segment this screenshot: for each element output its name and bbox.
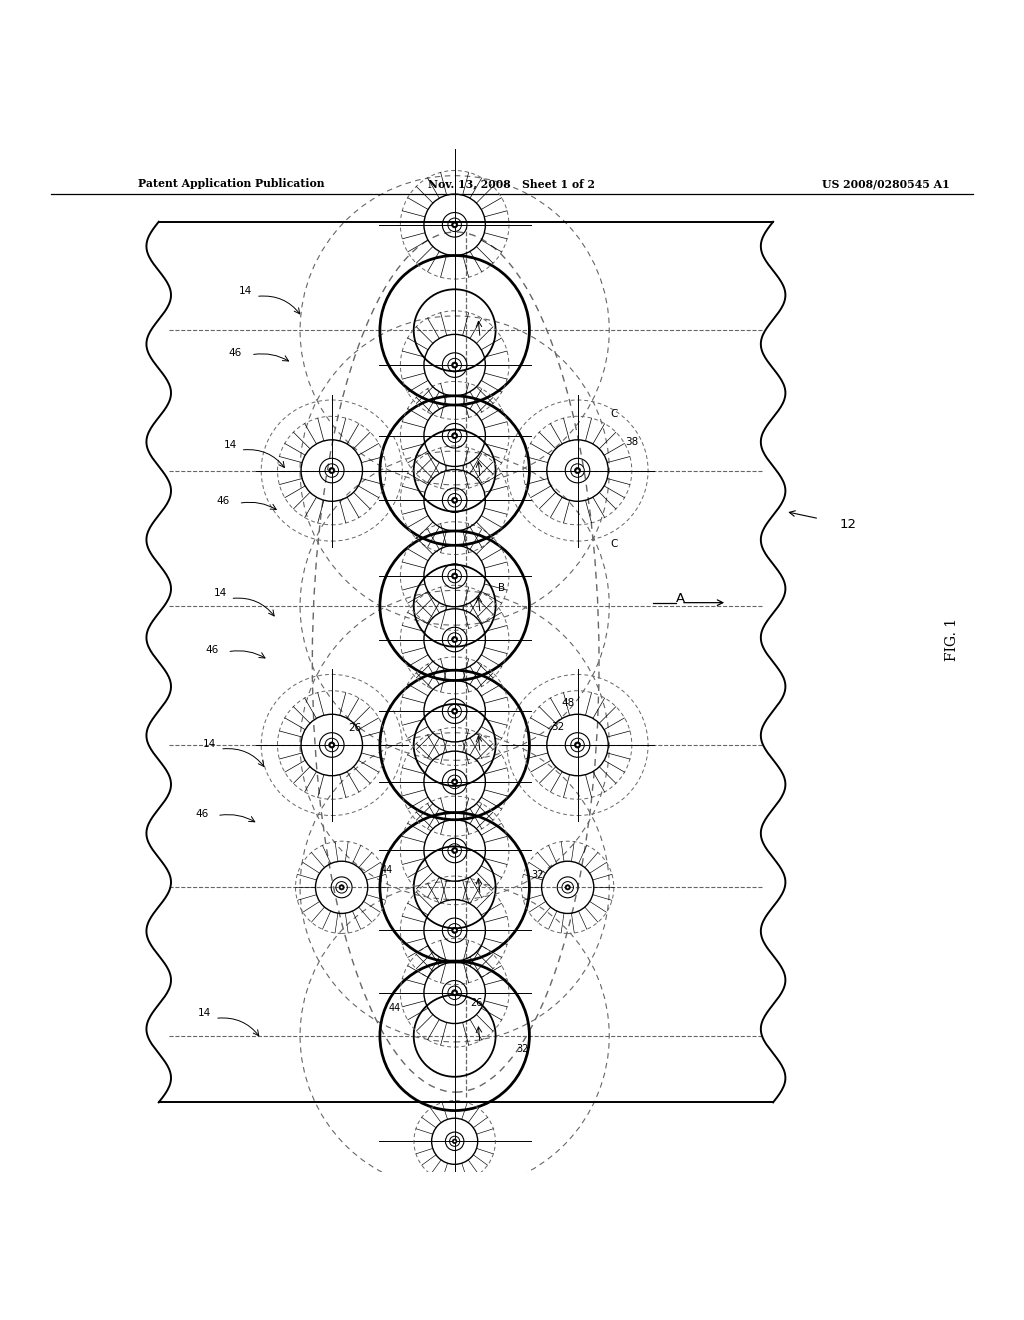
Text: 14: 14 [224, 440, 237, 450]
Circle shape [452, 708, 458, 714]
Text: 14: 14 [214, 589, 226, 598]
Text: 46: 46 [229, 347, 242, 358]
Circle shape [454, 574, 456, 577]
Circle shape [577, 470, 579, 471]
Circle shape [341, 886, 343, 888]
Circle shape [454, 929, 456, 932]
Circle shape [452, 847, 458, 854]
Circle shape [452, 779, 458, 785]
Circle shape [454, 499, 456, 502]
Text: 44: 44 [381, 865, 393, 875]
Circle shape [331, 470, 333, 471]
Circle shape [454, 1140, 456, 1142]
Text: 12: 12 [840, 519, 857, 532]
Circle shape [452, 927, 458, 933]
Text: 26: 26 [470, 998, 482, 1008]
Circle shape [454, 991, 456, 994]
Text: 32: 32 [516, 1044, 528, 1055]
Circle shape [339, 884, 344, 890]
Circle shape [574, 467, 581, 474]
Circle shape [454, 710, 456, 713]
Text: 46: 46 [206, 644, 218, 655]
Circle shape [452, 636, 458, 643]
Text: C: C [610, 540, 618, 549]
Text: 46: 46 [217, 496, 229, 507]
Text: FIG. 1: FIG. 1 [945, 618, 959, 661]
Circle shape [454, 639, 456, 640]
Circle shape [452, 498, 458, 503]
Text: 26: 26 [349, 722, 361, 733]
Circle shape [452, 573, 458, 579]
Text: 14: 14 [240, 286, 252, 297]
Circle shape [452, 222, 458, 228]
Circle shape [454, 223, 456, 226]
Text: Nov. 13, 2008   Sheet 1 of 2: Nov. 13, 2008 Sheet 1 of 2 [428, 178, 596, 189]
Circle shape [452, 990, 458, 995]
Circle shape [565, 884, 570, 890]
Text: 14: 14 [204, 739, 216, 748]
Circle shape [577, 743, 579, 746]
Text: C: C [610, 409, 618, 420]
Circle shape [454, 364, 456, 367]
Text: A: A [676, 593, 685, 605]
Text: US 2008/0280545 A1: US 2008/0280545 A1 [822, 178, 949, 189]
Circle shape [454, 780, 456, 783]
Text: 38: 38 [626, 437, 638, 447]
Text: B: B [499, 583, 505, 593]
Circle shape [454, 849, 456, 851]
Text: 14: 14 [199, 1008, 211, 1018]
Text: 32: 32 [531, 870, 544, 880]
Circle shape [453, 1139, 457, 1143]
Text: 32: 32 [552, 722, 564, 731]
Circle shape [452, 362, 458, 368]
Circle shape [452, 433, 458, 438]
Circle shape [329, 742, 335, 748]
Circle shape [566, 886, 568, 888]
Text: 44: 44 [388, 1003, 400, 1014]
Circle shape [574, 742, 581, 748]
Circle shape [329, 467, 335, 474]
Circle shape [331, 743, 333, 746]
Text: Patent Application Publication: Patent Application Publication [138, 178, 325, 189]
Text: 46: 46 [196, 809, 208, 818]
Circle shape [454, 434, 456, 437]
Text: 48: 48 [562, 698, 574, 708]
